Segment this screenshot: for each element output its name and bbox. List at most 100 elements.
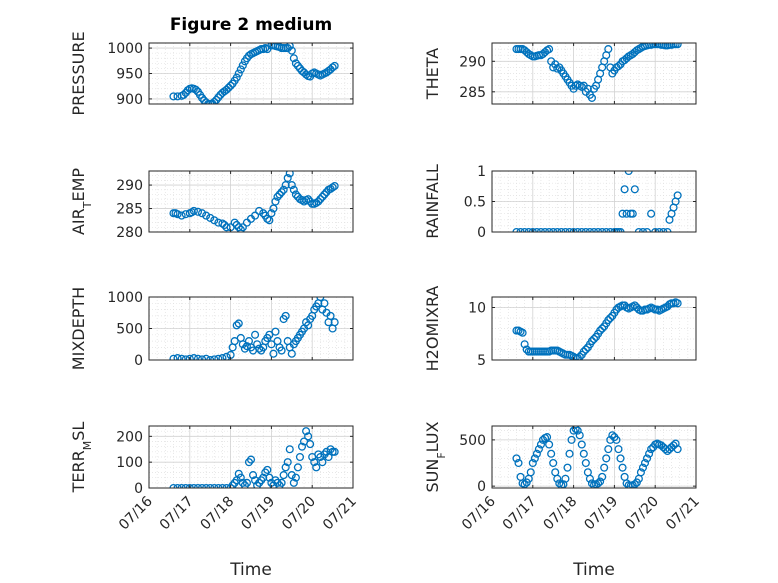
data-point xyxy=(289,54,298,63)
y-tick-label: 0 xyxy=(477,479,486,495)
y-tick-label: 290 xyxy=(116,178,143,194)
data-point xyxy=(189,354,198,360)
y-tick-label: 500 xyxy=(459,433,486,449)
data-point xyxy=(230,337,239,346)
y-axis-label: MIXDEPTH xyxy=(69,287,88,370)
data-point xyxy=(530,454,539,463)
data-point xyxy=(622,209,631,218)
data-point xyxy=(316,195,325,204)
data-point xyxy=(557,227,566,232)
data-point xyxy=(234,223,243,232)
subplot-3: 280 285 290 AIRTEMP xyxy=(69,168,354,241)
data-point xyxy=(291,473,300,482)
data-point xyxy=(318,458,327,467)
data-series xyxy=(169,171,339,232)
data-point xyxy=(179,90,188,99)
data-point xyxy=(618,463,627,472)
data-point xyxy=(169,354,178,360)
data-point xyxy=(594,479,603,488)
data-point xyxy=(589,227,599,232)
data-point xyxy=(232,321,241,330)
y-tick-label: 285 xyxy=(459,85,486,101)
x-axis-label-right: Time xyxy=(572,560,615,580)
data-point xyxy=(193,207,203,216)
data-point xyxy=(663,227,672,232)
data-point xyxy=(206,213,215,222)
axes-box xyxy=(148,170,354,233)
data-point xyxy=(604,316,613,325)
data-series xyxy=(512,171,682,232)
data-point xyxy=(206,355,215,360)
data-point xyxy=(312,463,321,472)
data-point xyxy=(598,324,607,333)
y-tick-label: 1 xyxy=(477,164,486,180)
data-point xyxy=(189,483,198,488)
data-point xyxy=(573,426,582,435)
data-point xyxy=(569,227,578,232)
data-point xyxy=(553,227,562,232)
data-series xyxy=(512,43,682,102)
data-point xyxy=(563,463,572,472)
data-point xyxy=(634,227,643,232)
data-point xyxy=(255,206,264,215)
data-point xyxy=(173,210,182,219)
y-axis-label: SUNFLUX xyxy=(423,421,448,492)
y-tick-label: 0 xyxy=(134,481,143,497)
data-point xyxy=(259,473,268,482)
data-point xyxy=(210,216,219,225)
data-point xyxy=(594,227,603,232)
data-point xyxy=(242,342,251,351)
data-point xyxy=(645,449,654,458)
data-point xyxy=(655,227,664,232)
data-point xyxy=(263,465,272,474)
data-point xyxy=(520,340,529,349)
data-point xyxy=(269,481,278,488)
data-point xyxy=(251,211,260,220)
data-point xyxy=(561,474,570,483)
data-point xyxy=(277,478,286,487)
data-point xyxy=(202,483,211,488)
data-point xyxy=(561,227,570,232)
subplot-6: 5 10 H2OMIXRA xyxy=(423,286,697,371)
data-point xyxy=(606,227,615,232)
y-tick-label: 200 xyxy=(116,429,143,445)
axes-box xyxy=(491,296,697,361)
data-point xyxy=(265,330,274,339)
data-point xyxy=(218,354,227,360)
data-point xyxy=(287,181,296,190)
data-point xyxy=(573,227,582,232)
y-tick-label: 0 xyxy=(477,225,486,241)
subplot-4: 0 0.5 1 RAINFALL xyxy=(423,164,697,241)
data-point xyxy=(206,483,215,488)
data-point xyxy=(259,209,268,218)
data-point xyxy=(330,318,339,327)
data-point xyxy=(630,185,639,194)
data-point xyxy=(269,204,278,213)
data-point xyxy=(579,347,588,356)
data-point xyxy=(285,43,294,51)
data-point xyxy=(614,445,623,454)
data-series xyxy=(512,426,682,488)
x-axis-label-left: Time xyxy=(229,560,272,580)
data-point xyxy=(244,51,254,60)
y-tick-label: 1000 xyxy=(107,41,143,57)
data-point xyxy=(528,227,537,232)
data-point xyxy=(177,483,186,488)
data-point xyxy=(604,445,613,454)
data-point xyxy=(532,449,541,458)
data-point xyxy=(269,349,278,358)
data-point xyxy=(673,299,682,308)
data-point xyxy=(545,440,554,449)
data-point xyxy=(283,44,292,53)
data-point xyxy=(238,223,247,232)
data-point xyxy=(310,458,319,467)
data-point xyxy=(549,227,558,232)
data-point xyxy=(579,449,588,458)
axes-box xyxy=(491,425,697,489)
data-point xyxy=(297,442,307,451)
data-point xyxy=(571,426,580,433)
data-point xyxy=(659,227,668,232)
data-point xyxy=(616,454,625,463)
data-point xyxy=(255,344,264,353)
data-point xyxy=(314,197,323,206)
